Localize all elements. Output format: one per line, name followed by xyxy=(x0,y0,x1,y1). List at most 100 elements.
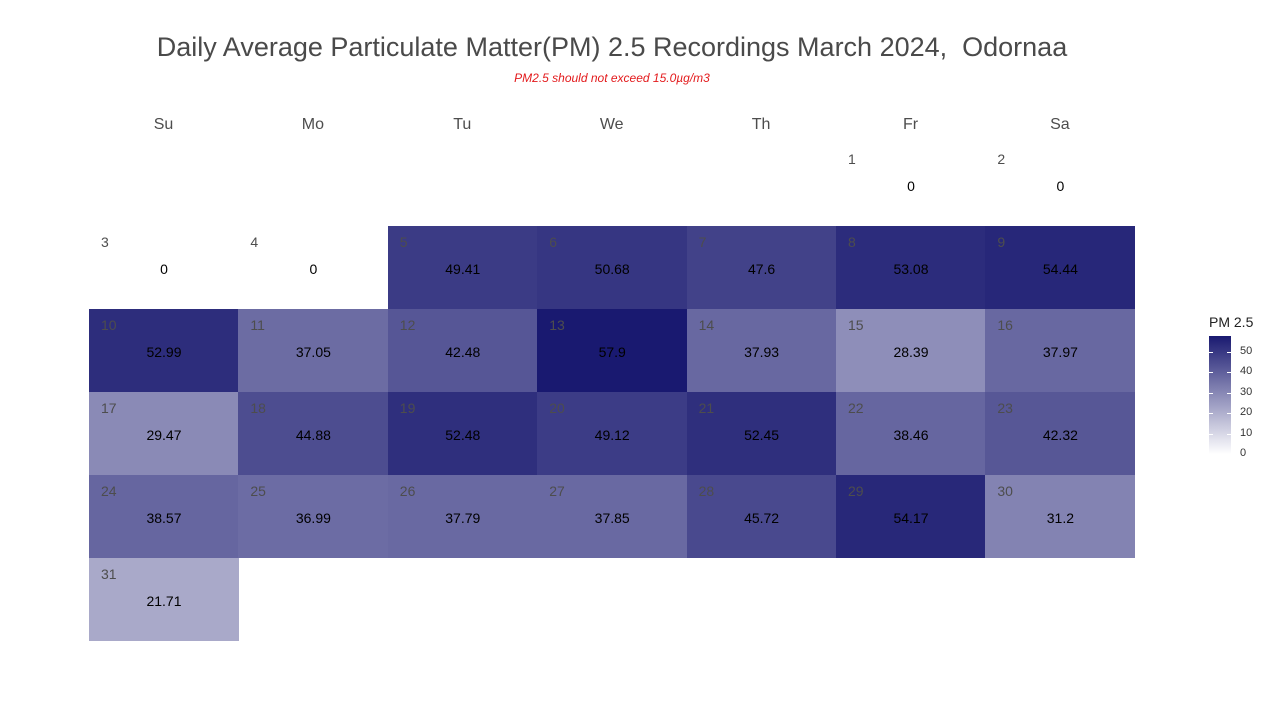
calendar-cell-day-19: 19 52.48 xyxy=(387,392,538,475)
day-number: 19 xyxy=(399,400,416,416)
chart-subtitle: PM2.5 should not exceed 15.0µg/m3 xyxy=(514,71,710,85)
legend-tick-label: 50 xyxy=(1240,345,1253,358)
day-number: 25 xyxy=(250,483,266,499)
pm25-value-label: 49.41 xyxy=(445,261,481,277)
pm25-value-label: 0 xyxy=(309,261,318,277)
day-number: 20 xyxy=(549,400,565,416)
chart-title: Daily Average Particulate Matter(PM) 2.5… xyxy=(156,32,1068,62)
legend-tick-mark xyxy=(1209,372,1213,374)
calendar-cell-day-30: 30 31.2 xyxy=(985,475,1136,558)
day-number: 15 xyxy=(848,317,864,333)
legend-tick-label: 40 xyxy=(1240,365,1253,378)
pm25-value-label: 53.08 xyxy=(893,261,929,277)
day-number: 23 xyxy=(997,400,1013,416)
day-number: 30 xyxy=(997,483,1013,499)
calendar-cell-day-6: 6 50.68 xyxy=(537,226,688,309)
pm25-value-label: 28.39 xyxy=(893,344,929,360)
calendar-cell-day-17: 17 29.47 xyxy=(89,392,239,475)
calendar-cell-day-29: 29 54.17 xyxy=(836,475,986,558)
pm25-value-label: 57.9 xyxy=(598,344,626,360)
calendar-cell-day-8: 8 53.08 xyxy=(836,226,986,309)
calendar-cell-day-10: 10 52.99 xyxy=(89,309,239,392)
weekday-label-tu: Tu xyxy=(453,116,472,133)
pm25-value-label: 37.97 xyxy=(1042,344,1078,360)
calendar-cell-day-31: 31 21.71 xyxy=(89,558,239,641)
day-number: 8 xyxy=(848,234,856,250)
calendar-cell-day-5: 5 49.41 xyxy=(387,226,538,309)
day-number: 26 xyxy=(399,483,416,499)
weekday-label-sa: Sa xyxy=(1050,116,1070,133)
day-number: 12 xyxy=(399,317,416,333)
calendar-cell-day-15: 15 28.39 xyxy=(836,309,986,392)
pm25-value-label: 54.44 xyxy=(1042,261,1078,277)
calendar-cell-day-21: 21 52.45 xyxy=(686,392,837,475)
pm25-value-label: 49.12 xyxy=(594,427,630,443)
legend-tick-mark xyxy=(1227,413,1231,415)
day-number: 16 xyxy=(997,317,1013,333)
calendar-cell-day-24: 24 38.57 xyxy=(89,475,239,558)
day-number: 17 xyxy=(101,400,117,416)
calendar-cell-day-25: 25 36.99 xyxy=(238,475,389,558)
legend-tick-label: 30 xyxy=(1240,385,1253,398)
day-number: 3 xyxy=(101,234,109,250)
legend-tick-mark xyxy=(1227,352,1231,354)
pm25-value-label: 38.46 xyxy=(893,427,929,443)
legend-tick-mark xyxy=(1209,433,1213,435)
pm25-value-label: 37.85 xyxy=(594,510,630,526)
pm25-value-label: 0 xyxy=(1056,178,1065,194)
calendar-cell-day-16: 16 37.97 xyxy=(985,309,1136,392)
calendar-cell-day-28: 28 45.72 xyxy=(686,475,837,558)
pm25-value-label: 42.32 xyxy=(1042,427,1078,443)
day-number: 27 xyxy=(549,483,565,499)
calendar-cell-day-23: 23 42.32 xyxy=(985,392,1136,475)
calendar-cell-day-18: 18 44.88 xyxy=(238,392,389,475)
legend-tick-mark xyxy=(1209,454,1213,455)
pm25-value-label: 52.48 xyxy=(445,427,481,443)
pm25-value-label: 37.05 xyxy=(295,344,331,360)
legend-tick-label: 0 xyxy=(1240,447,1247,459)
day-number: 28 xyxy=(698,483,715,499)
pm25-value-label: 52.45 xyxy=(744,427,780,443)
day-number: 31 xyxy=(101,566,117,582)
pm25-value-label: 37.79 xyxy=(445,510,481,526)
pm25-value-label: 47.6 xyxy=(747,261,776,277)
calendar-cell-day-12: 12 42.48 xyxy=(387,309,538,392)
legend-tick-mark xyxy=(1227,392,1231,394)
legend-title: PM 2.5 xyxy=(1209,314,1254,330)
calendar-cell-day-22: 22 38.46 xyxy=(836,392,986,475)
day-number: 18 xyxy=(250,400,266,416)
pm25-value-label: 45.72 xyxy=(744,510,780,526)
pm25-value-label: 0 xyxy=(907,178,915,194)
day-number: 13 xyxy=(549,317,565,333)
weekday-label-mo: Mo xyxy=(301,116,324,133)
pm25-value-label: 50.68 xyxy=(594,261,630,277)
legend-tick-mark xyxy=(1209,352,1213,354)
day-number: 22 xyxy=(848,400,864,416)
pm25-value-label: 42.48 xyxy=(445,344,481,360)
pm25-value-label: 0 xyxy=(160,261,168,277)
legend-tick-mark xyxy=(1209,392,1213,394)
pm25-value-label: 36.99 xyxy=(295,510,331,526)
pm25-value-label: 29.47 xyxy=(146,427,182,443)
day-number: 5 xyxy=(399,234,408,250)
legend-color-bar xyxy=(1209,336,1231,454)
calendar-cell-day-7: 7 47.6 xyxy=(686,226,837,309)
pm25-value-label: 37.93 xyxy=(744,344,780,360)
day-number: 24 xyxy=(101,483,117,499)
calendar-cell-day-26: 26 37.79 xyxy=(387,475,538,558)
calendar-cell-day-14: 14 37.93 xyxy=(686,309,837,392)
calendar-cell-day-27: 27 37.85 xyxy=(537,475,688,558)
day-number: 11 xyxy=(250,317,265,333)
legend-tick-label: 10 xyxy=(1240,426,1253,439)
pm25-value-label: 21.71 xyxy=(146,593,182,609)
weekday-label-th: Th xyxy=(751,116,771,133)
weekday-label-we: We xyxy=(599,116,624,133)
pm25-value-label: 44.88 xyxy=(295,427,331,443)
legend-tick-label: 20 xyxy=(1240,406,1253,419)
day-number: 6 xyxy=(549,234,557,250)
pm25-value-label: 38.57 xyxy=(146,510,182,526)
legend-tick-mark xyxy=(1227,433,1231,435)
calendar-cell-day-20: 20 49.12 xyxy=(537,392,688,475)
